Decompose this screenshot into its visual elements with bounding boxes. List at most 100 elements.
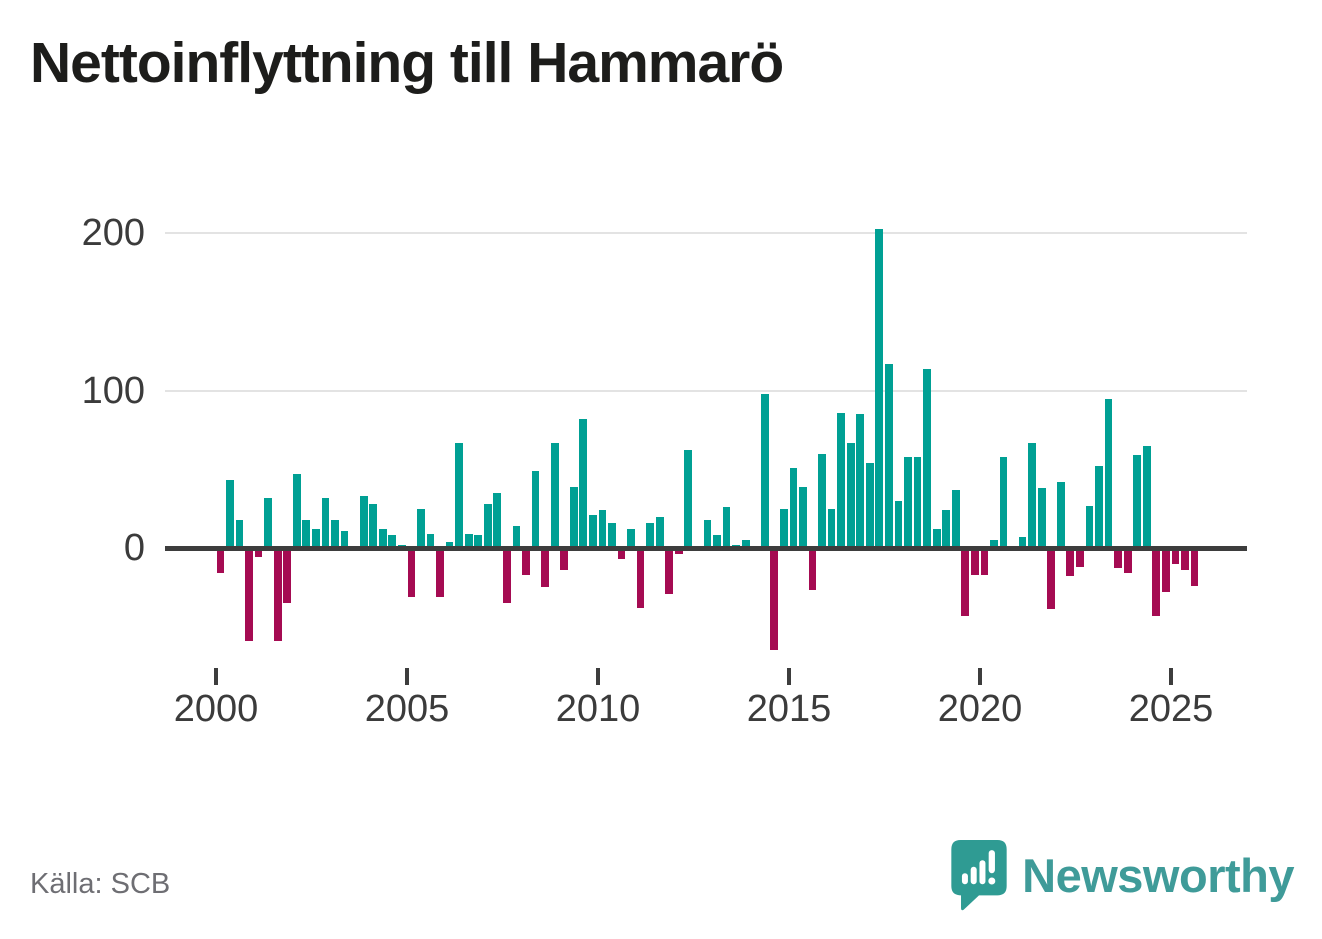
bar [627,529,635,548]
bar [608,522,616,548]
bar [655,516,664,548]
bar [865,463,874,548]
bar [1123,548,1132,574]
x-axis-label: 2025 [1128,688,1214,730]
bar [1066,548,1075,577]
bar [1028,442,1037,548]
bar [837,412,846,548]
bar [961,548,970,616]
bar [617,548,626,559]
bar [1085,505,1094,548]
bar [636,548,645,608]
x-axis-label: 2005 [364,688,450,730]
bar [1133,455,1142,548]
zero-axis-line [165,545,1247,551]
bar [913,456,922,548]
gridline [165,389,1247,392]
bar [245,548,253,641]
bar [512,525,521,548]
x-tick [596,668,600,685]
bar [799,486,807,548]
bar [340,530,349,548]
bar [1018,536,1027,548]
bar [503,548,511,604]
bar [1056,481,1065,548]
bar [1037,488,1046,548]
bar [1190,548,1199,586]
bar [331,519,339,548]
bar [741,540,750,548]
bar [1142,445,1151,548]
bar [1152,548,1161,616]
bar [951,489,960,548]
bar [713,535,721,548]
bar [455,442,464,548]
gridline [165,232,1247,235]
bar [646,522,655,548]
newsworthy-logo: Newsworthy [951,840,1294,911]
bar [846,442,855,548]
bar [760,393,769,548]
bar [808,548,817,591]
x-axis-label: 2000 [173,688,259,730]
x-tick [214,668,218,685]
bar [904,456,912,548]
bar [522,548,530,575]
bar [273,548,282,641]
bar [684,450,693,548]
bar [1095,466,1103,548]
bar [598,510,607,548]
newsworthy-logo-icon [951,840,1007,911]
bar [674,548,683,555]
bar [254,548,263,558]
bar [378,529,387,548]
x-axis-label: 2020 [937,688,1023,730]
bar [856,414,865,548]
newsworthy-logo-text: Newsworthy [1022,849,1294,902]
bar [942,510,951,548]
bar [970,548,979,575]
bar [531,470,540,548]
bar [894,500,903,548]
bar [560,548,569,571]
bar [875,228,884,548]
bar [569,486,578,548]
bar [999,456,1008,548]
bar [426,533,435,548]
bar [483,503,492,548]
bar [264,497,273,548]
bar [445,541,454,548]
bar [292,474,301,548]
bar [588,514,597,548]
x-tick [405,668,409,685]
bar [550,442,559,548]
bar [827,508,836,548]
bar [1181,548,1189,571]
bar [407,548,416,597]
bar [722,507,731,548]
bar [417,508,425,548]
bar [980,548,989,575]
net-migration-chart: 200 100 0 2000 2005 2010 2015 2020 2025 [0,210,1322,740]
bar [665,548,674,594]
y-axis-label: 100 [81,369,145,412]
bar [770,548,779,651]
plot-area: 200 100 0 2000 2005 2010 2015 2020 2025 [82,210,1247,740]
chart-title: Nettoinflyttning till Hammarö [30,31,784,95]
bar [474,535,483,548]
bar [302,519,311,548]
bar [1076,548,1084,567]
bar [283,548,292,604]
bar [1104,398,1113,548]
bar [235,519,244,548]
x-tick [787,668,791,685]
bar [579,419,588,548]
bar [1114,548,1122,569]
bar [369,503,378,548]
bar [226,480,234,548]
bar [493,492,502,548]
bar [779,508,788,548]
bar [388,535,397,548]
bar [703,519,712,548]
